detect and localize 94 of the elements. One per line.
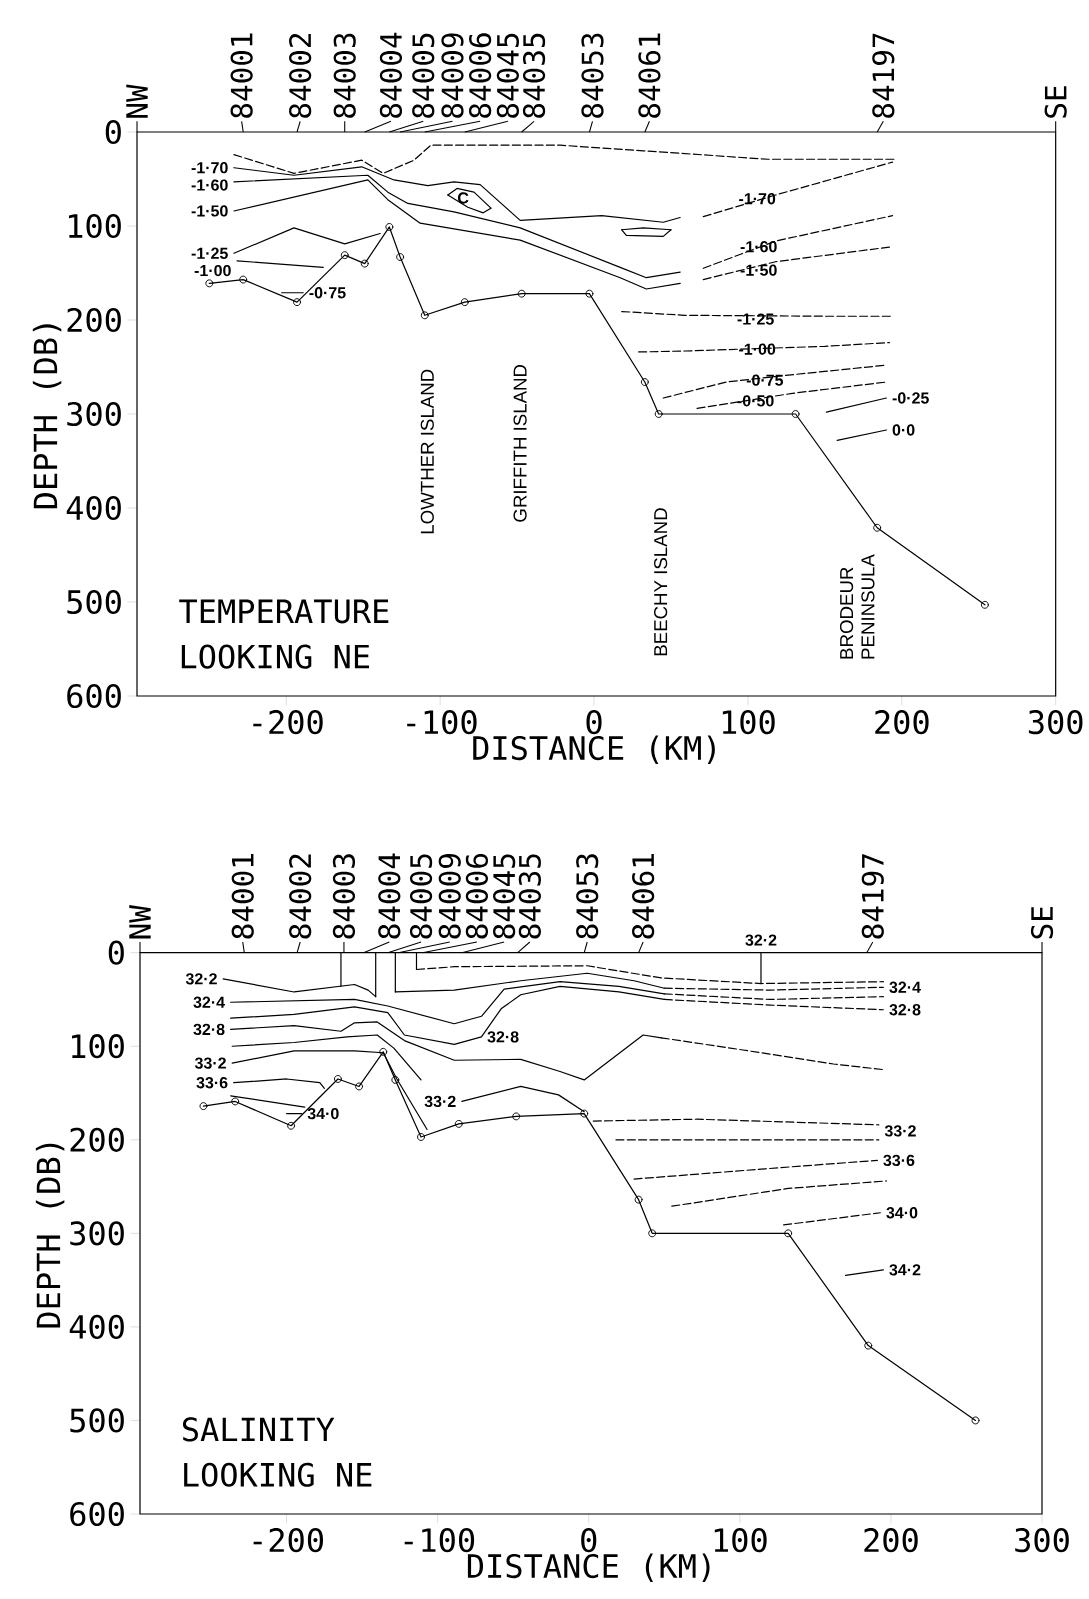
x-tick-label: 0 bbox=[586, 710, 602, 735]
text: SALINITY bbox=[182, 1417, 335, 1442]
text: 84197 bbox=[872, 33, 895, 118]
x-tick-label: 300 bbox=[1015, 1528, 1069, 1553]
annotation: 33·6 bbox=[883, 1154, 915, 1167]
text: LOOKING NE bbox=[184, 1462, 372, 1487]
y-tick-label: 200 bbox=[70, 1127, 124, 1152]
y-tick-label: 100 bbox=[72, 1034, 124, 1059]
x-tick-label: -200 bbox=[253, 710, 323, 735]
annotation: 32·2 bbox=[185, 973, 217, 985]
annotation: 33·2 bbox=[424, 1095, 456, 1108]
x-tick-label: 200 bbox=[875, 710, 929, 735]
y-tick-label: 500 bbox=[70, 1408, 124, 1433]
text: 84009 bbox=[438, 854, 461, 939]
text: 84045 bbox=[493, 854, 516, 939]
text: SE bbox=[1044, 86, 1067, 118]
text: 84061 bbox=[632, 854, 655, 939]
annotation: 33·2 bbox=[884, 1125, 916, 1137]
text: 84001 bbox=[231, 854, 254, 939]
annotation: 32·2 bbox=[745, 934, 777, 946]
annotation: -1·25 bbox=[191, 247, 228, 259]
text: 84004 bbox=[379, 32, 403, 118]
y-axis-title: DEPTH (DB) bbox=[35, 1143, 65, 1328]
annotation: -1·50 bbox=[740, 264, 777, 276]
x-tick-label: 200 bbox=[864, 1528, 918, 1553]
y-tick-label: 400 bbox=[69, 1314, 124, 1339]
annotation: 34·0 bbox=[886, 1207, 918, 1219]
text: 84053 bbox=[581, 33, 604, 118]
y-tick-label: 300 bbox=[67, 401, 121, 427]
y-tick-label: 500 bbox=[67, 589, 121, 615]
text: 84005 bbox=[412, 33, 435, 118]
text: 84053 bbox=[576, 854, 599, 939]
text: 84009 bbox=[441, 33, 464, 118]
annotation: -0·25 bbox=[892, 392, 929, 404]
x-tick-label: 0 bbox=[581, 1528, 597, 1553]
text: SE bbox=[1030, 906, 1054, 939]
annotation: 32·8 bbox=[889, 1004, 921, 1016]
text: 84001 bbox=[230, 33, 253, 118]
annotation: 33·2 bbox=[194, 1057, 226, 1069]
y-tick-label: 300 bbox=[70, 1221, 124, 1246]
text: 84002 bbox=[289, 854, 312, 939]
text: NW bbox=[126, 84, 148, 118]
x-tick-label: 100 bbox=[714, 1528, 767, 1553]
annotation: 34·2 bbox=[889, 1264, 921, 1276]
y-tick-label: 400 bbox=[66, 495, 121, 521]
annotation: GRIFFITH ISLAND bbox=[513, 364, 527, 522]
text: 84003 bbox=[333, 33, 356, 118]
annotation: BEECHY ISLAND bbox=[654, 508, 668, 656]
x-axis-title: DISTANCE (KM) bbox=[467, 1553, 710, 1582]
text: TEMPERATURE bbox=[179, 599, 389, 624]
annotation: -1·60 bbox=[191, 179, 228, 191]
annotation: 32·8 bbox=[487, 1031, 519, 1043]
annotation: BRODEUR PENINSULA bbox=[839, 554, 875, 659]
annotation: 32·4 bbox=[889, 981, 921, 993]
text: 84003 bbox=[332, 854, 356, 939]
annotation: C bbox=[458, 192, 469, 204]
text: 84035 bbox=[522, 33, 546, 118]
annotation: 0·0 bbox=[892, 424, 915, 436]
text: LOOKING NE bbox=[181, 644, 370, 669]
annotation: -0·75 bbox=[309, 287, 346, 299]
annotation: -1·00 bbox=[194, 264, 231, 277]
annotation: -1·50 bbox=[191, 205, 228, 217]
annotation: 32·4 bbox=[193, 996, 225, 1008]
text: 84006 bbox=[469, 33, 492, 118]
x-axis-title: DISTANCE (KM) bbox=[473, 735, 715, 764]
annotation: 32·8 bbox=[193, 1023, 225, 1036]
text: 84004 bbox=[378, 853, 401, 939]
text: 84006 bbox=[465, 853, 488, 939]
text: 84005 bbox=[409, 854, 433, 939]
x-tick-label: 100 bbox=[722, 710, 775, 735]
y-tick-label: 0 bbox=[108, 940, 124, 965]
y-tick-label: 100 bbox=[69, 213, 121, 239]
annotation: 33·6 bbox=[196, 1077, 228, 1089]
annotation: -1·70 bbox=[191, 162, 228, 174]
y-tick-label: 600 bbox=[70, 1501, 124, 1527]
text: 84035 bbox=[518, 854, 541, 939]
annotation: -1·25 bbox=[737, 313, 774, 325]
text: 84045 bbox=[496, 33, 519, 118]
text: 84061 bbox=[638, 33, 661, 118]
x-tick-label: -100 bbox=[407, 710, 477, 735]
x-tick-label: -100 bbox=[404, 1528, 475, 1553]
x-tick-label: 300 bbox=[1028, 710, 1083, 735]
text: 84002 bbox=[289, 33, 312, 118]
annotation: LOWTHER ISLAND bbox=[420, 369, 434, 534]
y-tick-label: 0 bbox=[105, 119, 121, 145]
text: NW bbox=[129, 905, 151, 939]
annotation: 34·0 bbox=[307, 1107, 339, 1120]
annotation: -0·75 bbox=[746, 374, 784, 386]
y-tick-label: 200 bbox=[67, 307, 121, 333]
text: 84197 bbox=[861, 854, 884, 939]
y-tick-label: 600 bbox=[67, 683, 121, 709]
y-axis-title: DEPTH (DB) bbox=[32, 324, 62, 509]
x-tick-label: -200 bbox=[253, 1528, 324, 1553]
annotation: -0·50 bbox=[737, 395, 774, 407]
